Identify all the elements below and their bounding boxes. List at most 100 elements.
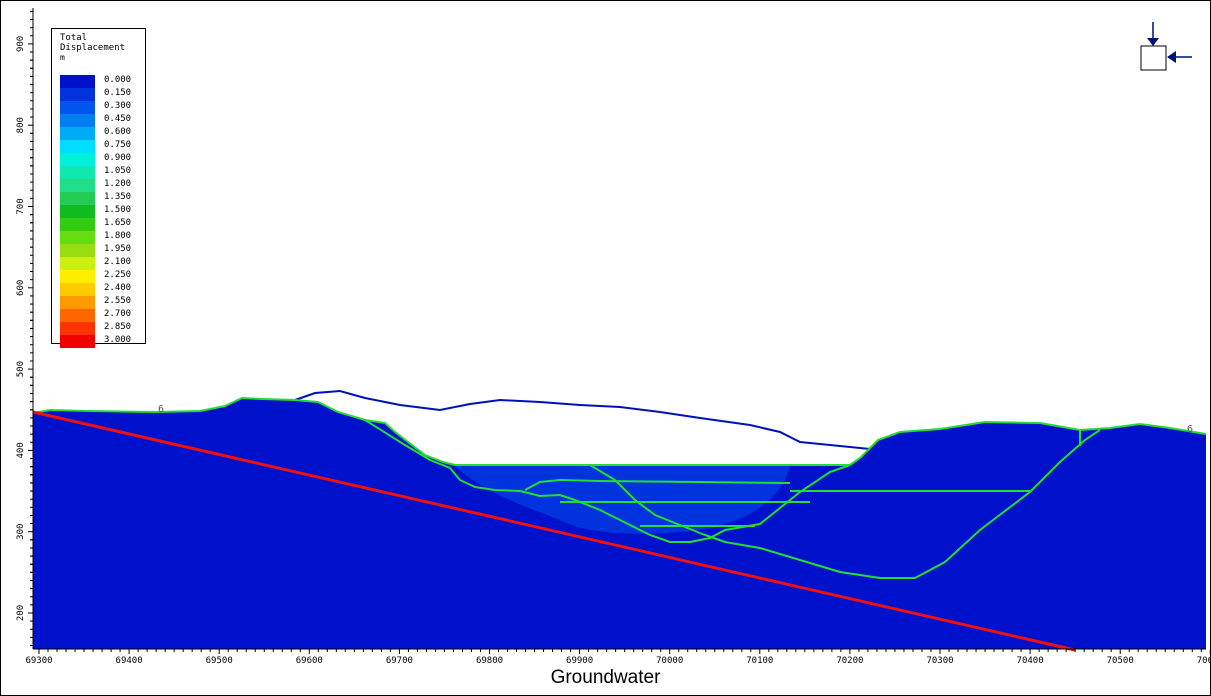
y-tick-label: 800	[16, 117, 26, 133]
legend-swatch	[60, 244, 95, 257]
legend-item: 1.200	[60, 179, 144, 192]
legend-item: 2.100	[60, 257, 144, 270]
y-tick-label: 700	[16, 198, 26, 214]
legend-label: 1.350	[104, 192, 132, 202]
legend-swatch	[60, 296, 95, 309]
x-tick-label: 69600	[296, 656, 323, 666]
x-tick-label: 70100	[746, 656, 773, 666]
legend-item: 2.250	[60, 270, 144, 283]
legend-item: 2.550	[60, 296, 144, 309]
y-tick-label: 300	[16, 524, 26, 540]
sliding-plane-line	[32, 410, 1076, 652]
x-tick-label: 69800	[476, 656, 503, 666]
legend-title: Total Displacement m	[60, 33, 125, 63]
legend-label: 3.000	[104, 335, 132, 345]
x-tick-label: 70400	[1017, 656, 1044, 666]
legend-item: 2.850	[60, 322, 144, 335]
y-tick-label: 200	[16, 605, 26, 621]
legend-item: 0.300	[60, 101, 144, 114]
legend-item: 0.900	[60, 153, 144, 166]
y-tick-label: 400	[16, 442, 26, 458]
legend-swatch	[60, 166, 95, 179]
legend-item: 1.950	[60, 244, 144, 257]
legend-label: 1.650	[104, 218, 132, 228]
legend-swatch	[60, 153, 95, 166]
legend-item: 0.000	[60, 75, 144, 88]
x-tick-label: 69400	[116, 656, 143, 666]
legend-swatch	[60, 309, 95, 322]
x-tick-label: 69300	[25, 656, 52, 666]
legend-label: 2.850	[104, 322, 132, 332]
legend-unit: m	[60, 53, 65, 62]
legend-swatch	[60, 75, 95, 88]
legend-item: 1.350	[60, 192, 144, 205]
legend-label: 0.000	[104, 75, 132, 85]
legend-swatch	[60, 179, 95, 192]
legend-swatch	[60, 218, 95, 231]
legend-item: 0.150	[60, 88, 144, 101]
x-tick-label: 70500	[1107, 656, 1134, 666]
legend-item: 1.500	[60, 205, 144, 218]
legend-label: 0.600	[104, 127, 132, 137]
x-tick-label: 69900	[566, 656, 593, 666]
legend-item: 0.600	[60, 127, 144, 140]
legend-swatch	[60, 127, 95, 140]
surface-label-right: 6	[1187, 424, 1193, 435]
y-tick-label: 600	[16, 280, 26, 296]
surface-label-left: 6	[158, 404, 164, 415]
legend-label: 2.400	[104, 283, 132, 293]
legend-item: 1.800	[60, 231, 144, 244]
legend-label: 2.100	[104, 257, 132, 267]
legend-title-line1: Total	[60, 33, 88, 43]
y-tick-label: 900	[16, 36, 26, 52]
legend-label: 0.150	[104, 88, 132, 98]
legend-item: 0.750	[60, 140, 144, 153]
legend-swatch	[60, 335, 95, 348]
legend-label: 1.500	[104, 205, 132, 215]
legend-item: 0.450	[60, 114, 144, 127]
y-tick-label: 500	[16, 361, 26, 377]
legend-label: 0.450	[104, 114, 132, 124]
legend-item: 3.000	[60, 335, 144, 348]
figure-caption: Groundwater	[550, 667, 661, 688]
x-tick-label: 69500	[206, 656, 233, 666]
support-direction-icon	[1140, 22, 1192, 71]
legend-swatch	[60, 283, 95, 296]
legend-label: 1.950	[104, 244, 132, 254]
legend-label: 2.250	[104, 270, 132, 280]
legend-item: 2.700	[60, 309, 144, 322]
legend-title-line2: Displacement	[60, 43, 126, 53]
legend-label: 1.200	[104, 179, 132, 189]
legend-label: 1.800	[104, 231, 132, 241]
legend-label: 0.300	[104, 101, 132, 111]
slip-boundary-2	[589, 429, 1101, 579]
legend-label: 2.700	[104, 309, 132, 319]
legend-swatch	[60, 114, 95, 127]
x-tick-label: 70600	[1197, 656, 1211, 666]
y-axis-ticks: 200 300 400 500 600 700 800 900	[16, 10, 33, 647]
legend-swatch	[60, 270, 95, 283]
legend-item: 1.050	[60, 166, 144, 179]
legend-item: 2.400	[60, 283, 144, 296]
displacement-legend: Total Displacement m 0.000 0.150 0.300 0.45…	[51, 28, 146, 348]
legend-label: 2.550	[104, 296, 132, 306]
legend-swatch	[60, 88, 95, 101]
original-surface-line	[294, 389, 881, 451]
legend-label: 0.900	[104, 153, 132, 163]
x-tick-label: 70300	[926, 656, 953, 666]
legend-swatch	[60, 205, 95, 218]
legend-swatch	[60, 322, 95, 335]
ground-surface-boundary	[32, 396, 456, 466]
legend-swatch	[60, 192, 95, 205]
x-tick-label: 70000	[656, 656, 683, 666]
legend-item: 1.650	[60, 218, 144, 231]
legend-swatch	[60, 231, 95, 244]
legend-label: 1.050	[104, 166, 132, 176]
legend-swatch	[60, 101, 95, 114]
slip-boundary-3	[524, 478, 791, 491]
x-tick-label: 70200	[836, 656, 863, 666]
legend-swatch	[60, 257, 95, 270]
ground-surface-boundary-right	[849, 420, 1207, 466]
x-tick-label: 69700	[386, 656, 413, 666]
